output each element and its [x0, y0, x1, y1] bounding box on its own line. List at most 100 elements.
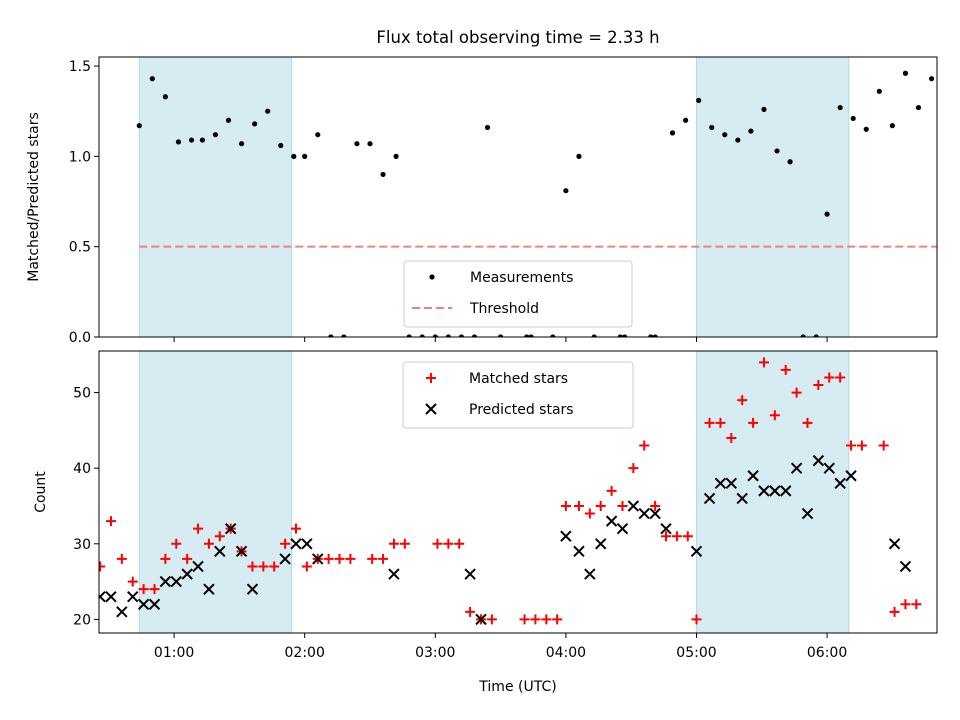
matched-star-point: [280, 538, 291, 549]
matched-star-point: [290, 523, 301, 534]
matched-star-point: [900, 599, 911, 610]
legend-marker-predicted: [425, 403, 437, 415]
predicted-star-point: [290, 538, 302, 550]
measurement-point: [445, 334, 451, 337]
ratio-panel: 0.0 0.5 1.0 1.5 Matched/Predicted stars Measu…: [26, 56, 938, 346]
predicted-star-point: [790, 462, 803, 474]
matched-star-point: [454, 538, 465, 549]
predicted-star-point: [116, 606, 128, 618]
legend-label: Threshold: [469, 301, 539, 317]
matched-star-point: [247, 561, 258, 572]
matched-star-point: [889, 606, 900, 617]
y-tick-label: 20: [73, 612, 91, 628]
predicted-star-point: [301, 538, 313, 550]
matched-star-point: [378, 553, 389, 564]
measurement-point: [354, 141, 360, 147]
y-tick-label: 50: [73, 386, 91, 402]
x-axis-label: Time (UTC): [478, 679, 556, 695]
measurement-point: [837, 104, 843, 111]
measurement-point: [225, 117, 232, 123]
measurement-point: [576, 153, 582, 159]
measurement-point: [291, 153, 297, 159]
y-tick-label: 1.0: [69, 149, 91, 165]
measurement-point: [471, 334, 478, 337]
matched-star-point: [813, 380, 824, 391]
matched-star-point: [691, 614, 702, 625]
measurement-point: [149, 76, 155, 82]
predicted-star-point: [769, 485, 781, 497]
x-tick-label: 05:00: [676, 645, 716, 661]
matched-star-point: [846, 440, 857, 451]
predicted-star-point: [736, 492, 748, 505]
matched-star-point: [519, 614, 530, 625]
x-tick-label: 02:00: [285, 645, 325, 661]
predicted-star-point: [584, 568, 596, 580]
predicted-star-point: [899, 560, 912, 573]
matched-star-point: [367, 553, 378, 564]
measurement-point: [591, 334, 597, 337]
x-tick-label: 03:00: [415, 645, 455, 661]
predicted-star-point: [627, 500, 640, 512]
y-tick-label: 1.5: [69, 59, 91, 75]
measurement-point: [367, 141, 373, 147]
measurement-point: [761, 106, 767, 112]
measurement-point: [709, 124, 715, 131]
legend-marker-measurements: [429, 274, 435, 280]
matched-star-point: [105, 516, 116, 527]
matched-star-point: [149, 584, 160, 595]
predicted-star-point: [714, 477, 727, 490]
measurement-point: [863, 126, 869, 132]
measurement-point: [432, 334, 438, 337]
measurement-point: [850, 115, 856, 122]
predicted-star-point: [312, 553, 324, 565]
measurement-point: [175, 139, 182, 145]
matched-star-point: [399, 538, 410, 549]
matched-star-point: [628, 463, 639, 474]
matched-star-point: [171, 538, 182, 549]
measurement-point: [315, 132, 321, 138]
matched-star-point: [432, 538, 443, 549]
matched-star-point: [443, 538, 454, 549]
matched-star-point: [737, 395, 748, 406]
matched-star-point: [791, 387, 802, 398]
matched-star-point: [617, 500, 628, 511]
plot-frame: [98, 56, 938, 338]
y-axis-label: Matched/Predicted stars: [26, 112, 42, 282]
measurement-point: [212, 132, 219, 138]
measurement-point: [876, 88, 882, 94]
measurement-point: [162, 94, 168, 100]
matched-star-point: [671, 531, 682, 542]
measurement-point: [813, 334, 819, 337]
matched-star-point: [682, 531, 693, 542]
measurement-point: [787, 159, 793, 165]
matched-star-point: [269, 561, 280, 572]
matched-star-point: [802, 417, 813, 428]
count-panel: 20 30 40 50 01:00 02:00 03:00 04:00 05:00 06:00 Co…: [33, 350, 938, 661]
predicted-star-point: [224, 522, 237, 535]
matched-star-point: [486, 614, 497, 625]
measurement-point: [328, 334, 334, 337]
observing-window-span: [695, 350, 850, 634]
predicted-star-point: [845, 470, 857, 482]
matched-star-point: [388, 538, 399, 549]
chart-title: Flux total observing time = 2.33 h: [376, 28, 659, 47]
measurement-point: [265, 108, 271, 114]
matched-star-point: [552, 614, 563, 625]
measurement-point: [648, 334, 654, 337]
legend: Measurements Threshold: [403, 260, 633, 328]
matched-star-point: [715, 417, 726, 428]
matched-star-point: [704, 417, 715, 428]
legend: Matched stars Predicted stars: [402, 361, 634, 429]
matched-star-point: [748, 417, 759, 428]
matched-star-point: [758, 357, 769, 368]
measurement-point: [696, 97, 702, 103]
matched-star-point: [595, 500, 606, 511]
predicted-star-point: [888, 538, 901, 550]
y-tick-label: 30: [73, 537, 91, 553]
measurement-point: [735, 137, 741, 143]
measurement-point: [902, 70, 909, 76]
observing-window-span: [138, 350, 293, 634]
predicted-star-point: [99, 591, 106, 603]
predicted-star-point: [834, 477, 846, 490]
measurement-point: [774, 148, 780, 154]
